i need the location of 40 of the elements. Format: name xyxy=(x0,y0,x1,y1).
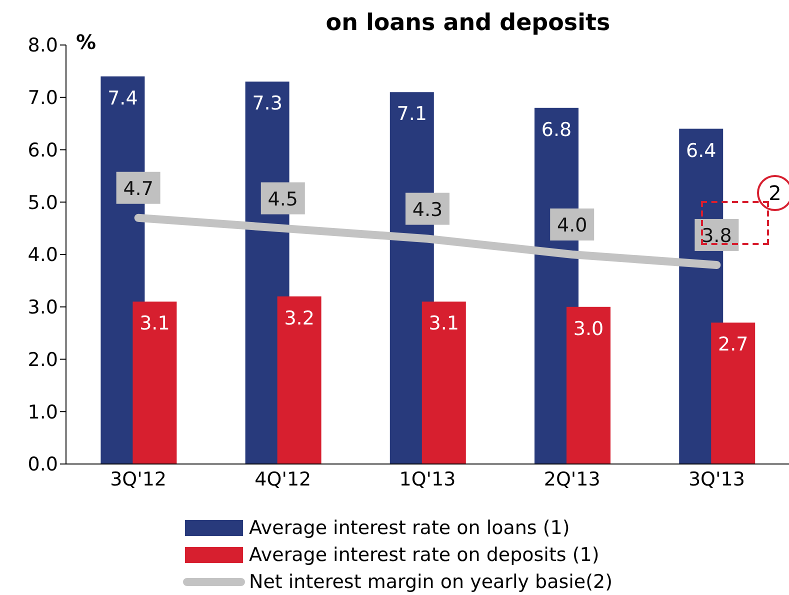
data-label: 3.2 xyxy=(284,307,314,330)
data-label: 7.4 xyxy=(108,87,138,110)
chart-title: on loans and deposits xyxy=(324,10,612,36)
data-label: 3.1 xyxy=(140,312,170,335)
x-tick-label: 2Q'13 xyxy=(544,468,600,490)
y-tick-label: 0.0 xyxy=(28,454,58,476)
y-tick-label: 5.0 xyxy=(28,192,58,214)
y-tick-label: 1.0 xyxy=(28,401,58,424)
y-tick-label: 2.0 xyxy=(28,348,58,371)
x-tick-label: 3Q'13 xyxy=(688,468,745,490)
data-label: 6.4 xyxy=(686,140,716,162)
y-axis-title: % xyxy=(76,30,96,54)
bar xyxy=(566,306,611,464)
bar xyxy=(422,302,466,464)
bar xyxy=(132,302,177,464)
y-tick-label: 8.0 xyxy=(28,34,58,57)
legend-label: Average interest rate on deposits (1) xyxy=(249,544,600,566)
bar xyxy=(277,296,322,464)
data-label: 4.5 xyxy=(268,188,298,210)
y-tick-label: 6.0 xyxy=(28,139,58,162)
data-label: 7.3 xyxy=(252,92,282,115)
x-tick-label: 1Q'13 xyxy=(399,468,456,490)
y-tick-label: 4.0 xyxy=(28,244,58,266)
data-label: 3.1 xyxy=(428,312,460,335)
x-tick-label: 4Q'12 xyxy=(254,468,312,490)
legend-label: Average interest rate on loans (1) xyxy=(249,516,570,538)
y-tick-label: 3.0 xyxy=(28,296,58,319)
data-label: 3.8 xyxy=(702,224,732,247)
bar xyxy=(711,322,756,464)
data-label: 7.1 xyxy=(396,103,428,126)
data-label: 2.7 xyxy=(718,334,748,356)
x-tick-label: 3Q'12 xyxy=(110,468,167,490)
data-label: 3.0 xyxy=(573,318,604,340)
data-label: 4.7 xyxy=(123,178,154,200)
circled-note: 2 xyxy=(757,175,789,211)
data-label: 4.3 xyxy=(412,198,443,221)
data-label: 6.8 xyxy=(541,118,572,141)
legend-label: Net interest margin on yearly basie(2) xyxy=(249,570,613,592)
data-label: 4.0 xyxy=(556,214,588,236)
y-tick-label: 7.0 xyxy=(28,87,58,110)
